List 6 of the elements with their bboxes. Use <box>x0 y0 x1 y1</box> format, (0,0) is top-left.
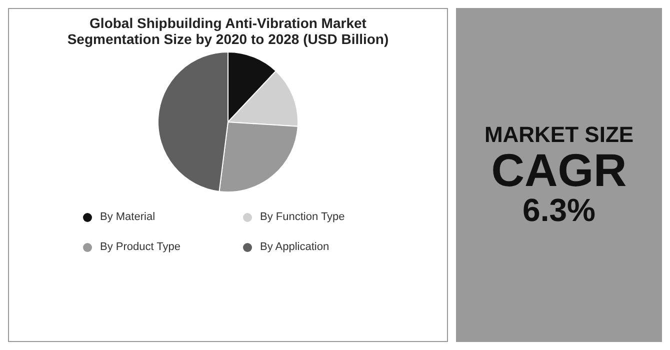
chart-title: Global Shipbuilding Anti-Vibration Market Segmentation Size by 2020 to 2028 (USD Billion) <box>66 15 390 47</box>
legend-label: By Material <box>100 211 156 223</box>
text: MARKET SIZE <box>484 122 634 146</box>
legend-label: By Function Type <box>260 211 345 223</box>
legend-label: By Product Type <box>100 241 181 253</box>
legend-label: By Application <box>260 241 330 253</box>
